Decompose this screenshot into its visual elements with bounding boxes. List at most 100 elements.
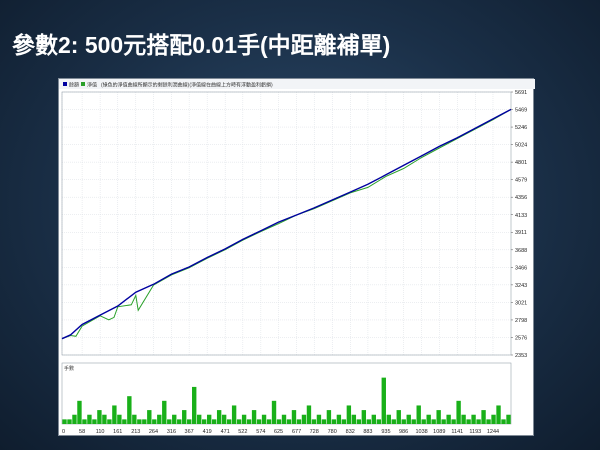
volume-bar (206, 414, 212, 424)
volume-bar (266, 419, 272, 424)
volume-bar (386, 414, 391, 424)
y-tick-label-5: 4579 (515, 178, 527, 184)
volume-bar (446, 414, 451, 424)
x-tick-label-5: 264 (149, 429, 158, 435)
y-tick-label-14: 2576 (515, 335, 527, 341)
volume-bar (481, 410, 486, 424)
volume-bar (496, 405, 501, 424)
volume-bar (112, 405, 117, 424)
volume-bar (62, 419, 67, 424)
x-tick-label-10: 522 (238, 429, 247, 435)
y-tick-label-8: 3911 (515, 230, 527, 236)
series-line-淨值 (61, 108, 512, 340)
volume-bar (291, 410, 297, 424)
volume-bar (92, 419, 97, 424)
volume-bar (411, 419, 416, 424)
x-tick-label-15: 780 (328, 429, 337, 435)
volume-bar (192, 386, 197, 424)
chart-grid (61, 91, 512, 356)
volume-bar (301, 414, 307, 424)
volume-bar (321, 419, 327, 424)
x-tick-label-0: 0 (62, 429, 65, 435)
volume-bar (436, 410, 441, 424)
y-tick-label-15: 2353 (515, 353, 527, 359)
volume-bar (491, 414, 496, 424)
x-tick-label-8: 419 (203, 429, 212, 435)
x-tick-label-22: 1141 (451, 429, 463, 435)
volume-bar (501, 419, 506, 424)
volume-bar (162, 400, 167, 424)
volume-bar (271, 400, 277, 424)
y-tick-label-1: 5469 (515, 107, 527, 113)
volume-bar (396, 410, 401, 424)
volume-bar (416, 405, 421, 424)
volume-bar (336, 414, 342, 424)
volume-bar (426, 414, 431, 424)
volume-bar (506, 414, 511, 424)
volume-bar (251, 410, 257, 424)
volume-bar (177, 419, 182, 424)
chart-header-text: (綠色的淨值曲線所顯示的剩餘利潤曲線)(淨值線在曲線上方時有浮動盈利虧損) (101, 82, 273, 89)
volume-bar (461, 414, 466, 424)
volume-bar (356, 419, 362, 424)
volume-bar (441, 419, 446, 424)
y-tick-label-11: 3243 (515, 283, 527, 289)
volume-bar (236, 419, 242, 424)
x-tick-label-24: 1244 (487, 429, 499, 435)
volume-bar (326, 410, 332, 424)
volume-bar (102, 414, 107, 424)
volume-bar (167, 419, 172, 424)
volume-bar (67, 419, 72, 424)
volume-bar (311, 419, 317, 424)
volume-bar (476, 419, 481, 424)
volume-bar (286, 419, 292, 424)
volume-bar (187, 419, 192, 424)
x-tick-label-1: 58 (79, 429, 85, 435)
volume-bar (306, 405, 312, 424)
x-tick-label-18: 935 (381, 429, 390, 435)
volume-bar (157, 414, 162, 424)
x-tick-label-12: 625 (274, 429, 283, 435)
volume-bar (431, 419, 436, 424)
volume-bar (256, 419, 262, 424)
y-tick-label-12: 3021 (515, 300, 527, 306)
volume-bar (172, 414, 177, 424)
volume-bar (72, 414, 77, 424)
volume-bar (77, 400, 82, 424)
x-tick-label-23: 1193 (469, 429, 481, 435)
volume-bar (281, 414, 287, 424)
volume-bar (391, 419, 396, 424)
y-tick-label-3: 5024 (515, 143, 527, 149)
volume-bar (346, 405, 352, 424)
volume-panel: 手數 (61, 362, 512, 425)
volume-bar (361, 410, 367, 424)
volume-bar (366, 419, 372, 424)
x-tick-label-4: 213 (131, 429, 140, 435)
volume-bar (296, 419, 302, 424)
volume-bar (97, 410, 102, 424)
volume-bar (341, 419, 347, 424)
slide-title: 參數2: 500元搭配0.01手(中距離補單) (12, 32, 391, 58)
x-tick-label-14: 728 (310, 429, 319, 435)
y-tick-label-4: 4801 (515, 160, 527, 166)
volume-bar (127, 396, 132, 424)
volume-bar (117, 414, 122, 424)
volume-bar (276, 419, 282, 424)
x-tick-label-11: 574 (256, 429, 265, 435)
volume-bar (261, 414, 267, 424)
volume-bar (147, 410, 152, 424)
volume-bar (87, 414, 92, 424)
volume-bar (401, 419, 406, 424)
volume-bar (142, 419, 147, 424)
volume-bar (406, 414, 411, 424)
volume-bar (122, 419, 127, 424)
y-tick-label-9: 3688 (515, 248, 527, 254)
volume-frame (61, 362, 512, 425)
plot-frame (61, 91, 512, 356)
chart-svg: 餘額 淨值 (綠色的淨值曲線所顯示的剩餘利潤曲線)(淨值線在曲線上方時有浮動盈利虧損… (59, 79, 535, 435)
volume-bar (451, 419, 456, 424)
volume-bar (226, 419, 232, 424)
volume-bar (371, 414, 376, 424)
volume-bar (132, 414, 137, 424)
volume-bar (456, 400, 461, 424)
